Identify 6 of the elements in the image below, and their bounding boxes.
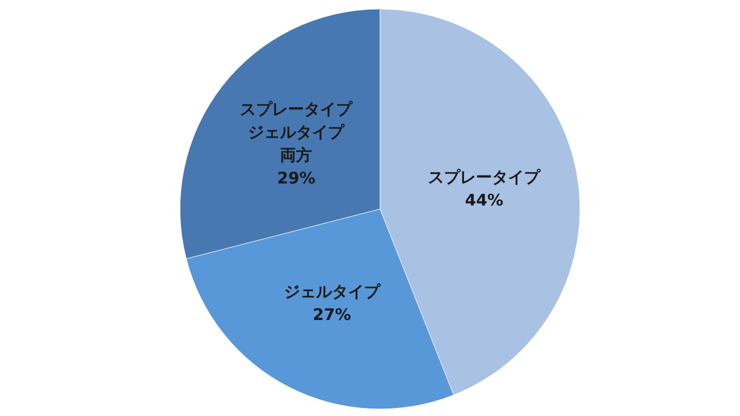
slice-label: ジェルタイプ (284, 282, 381, 301)
slice-label: スプレータイプジェルタイプ両方 (240, 100, 354, 165)
data-label: 44% (464, 190, 504, 210)
data-label: 29% (277, 168, 316, 188)
data-label: 27% (312, 304, 352, 324)
slice-label: スプレータイプ (428, 168, 542, 187)
